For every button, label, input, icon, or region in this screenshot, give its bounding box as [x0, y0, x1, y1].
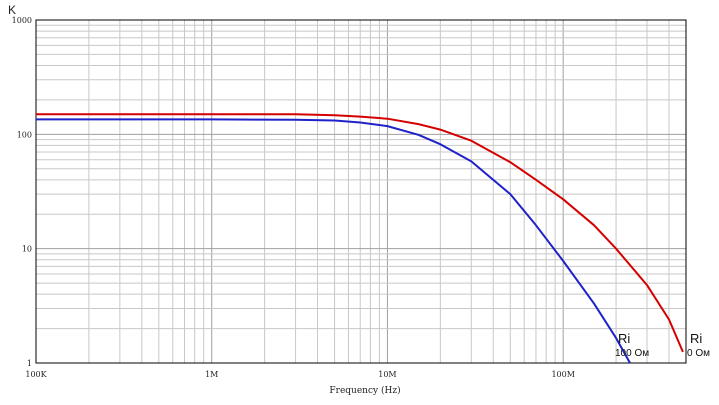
series-group [36, 113, 684, 364]
x-tick-label: 100M [551, 370, 574, 379]
y-tick-label: 10 [22, 245, 32, 254]
annotations: Ri 100 Ом Ri 0 Ом [615, 331, 710, 359]
y-tick-label: 1000 [12, 16, 32, 25]
y-tick-label: 100 [17, 130, 32, 139]
x-axis-label: Frequency (Hz) [329, 385, 400, 396]
annotation-ri-100-title: Ri [618, 331, 630, 346]
plot-border [35, 19, 687, 364]
grid [36, 20, 686, 363]
y-tick-label: 1 [27, 359, 32, 368]
plot-area [36, 20, 686, 363]
series-line-1 [36, 118, 631, 364]
x-tick-label: 1M [205, 370, 218, 379]
tick-labels: 100K 1M 10M 100M 1 10 100 1000 [12, 16, 575, 379]
series-line-0 [36, 113, 684, 353]
x-tick-label: 100K [25, 370, 47, 379]
x-tick-label: 10M [378, 370, 396, 379]
y-axis-label: K [8, 3, 16, 17]
annotation-ri-100-value: 100 Ом [615, 348, 649, 359]
annotation-ri-0-value: 0 Ом [687, 348, 710, 359]
annotation-ri-0-title: Ri [690, 331, 702, 346]
